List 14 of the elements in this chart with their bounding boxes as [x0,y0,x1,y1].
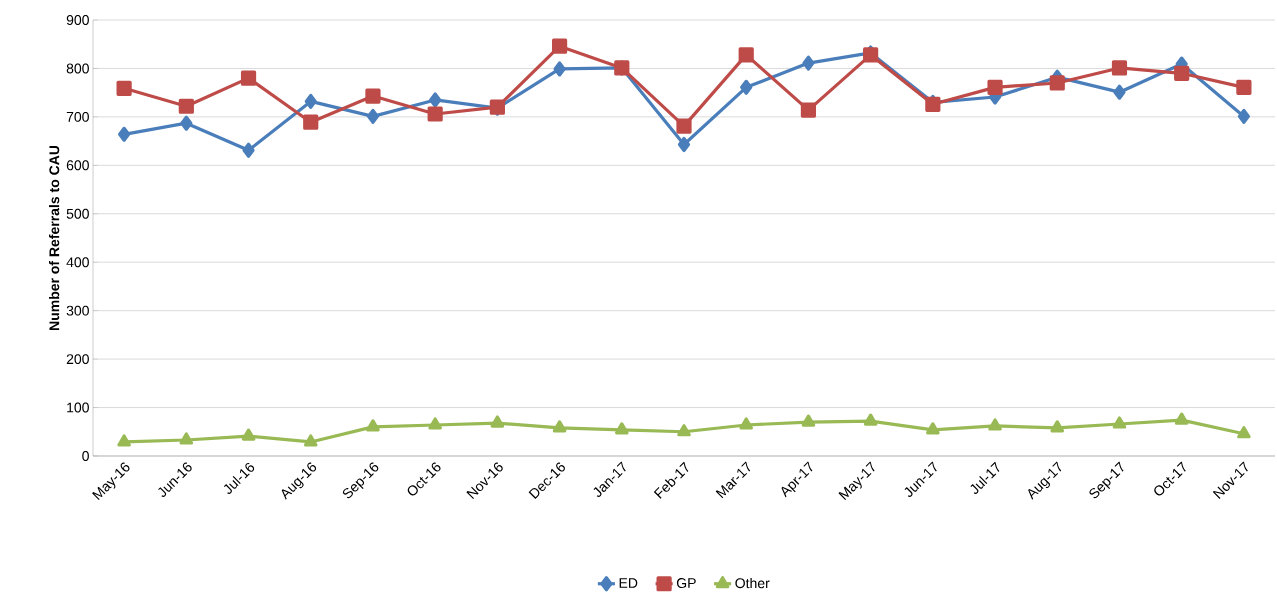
y-tick-label: 300 [66,305,89,316]
y-tick-label: 0 [82,451,89,461]
y-tick-label: 900 [66,15,89,25]
legend-label: Other [735,577,770,589]
y-tick-label: 700 [66,111,89,122]
legend-label: ED [619,578,638,588]
y-tick-label: 200 [66,354,89,365]
y-tick-label: 500 [66,208,89,219]
legend-label: GP [676,578,696,589]
y-tick-label: 800 [66,63,89,74]
y-tick-label: 100 [67,402,89,413]
y-tick-label: 600 [66,160,89,171]
y-tick-label: 400 [66,257,89,268]
y-axis-title: Number of Referrals to CAU [48,145,60,331]
